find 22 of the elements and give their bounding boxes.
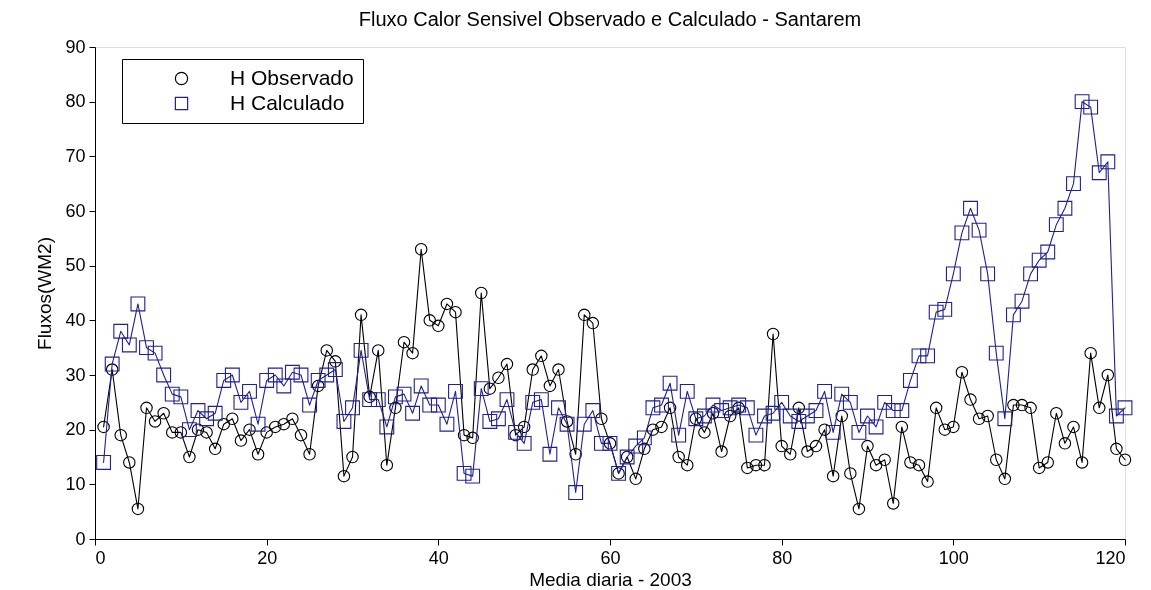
x-tick-label: 80 [772, 547, 793, 568]
legend-label: H Calculado [230, 90, 345, 114]
y-axis-title: Fluxos(WM2) [34, 237, 56, 350]
x-axis-title: Media diaria - 2003 [529, 568, 692, 590]
y-tick-label: 20 [65, 419, 86, 440]
y-tick-label: 80 [65, 91, 86, 112]
x-tick-label: 40 [428, 547, 449, 568]
y-tick-label: 40 [65, 309, 86, 330]
x-tick-label: 120 [1095, 547, 1126, 568]
chart-title: Fluxo Calor Sensivel Observado e Calculado - Santarem [358, 8, 862, 30]
y-tick-label: 70 [65, 145, 86, 166]
x-tick-label: 60 [600, 547, 621, 568]
y-tick-label: 10 [65, 473, 86, 494]
x-tick-label: 20 [257, 547, 278, 568]
x-tick-label: 100 [938, 547, 969, 568]
y-tick-label: 60 [65, 200, 86, 221]
y-tick-label: 90 [65, 36, 86, 57]
y-tick-label: 0 [75, 528, 86, 549]
x-tick-label: 0 [95, 547, 106, 568]
legend-label: H Observado [230, 65, 354, 89]
y-tick-label: 30 [65, 364, 86, 385]
y-tick-label: 50 [65, 255, 86, 276]
